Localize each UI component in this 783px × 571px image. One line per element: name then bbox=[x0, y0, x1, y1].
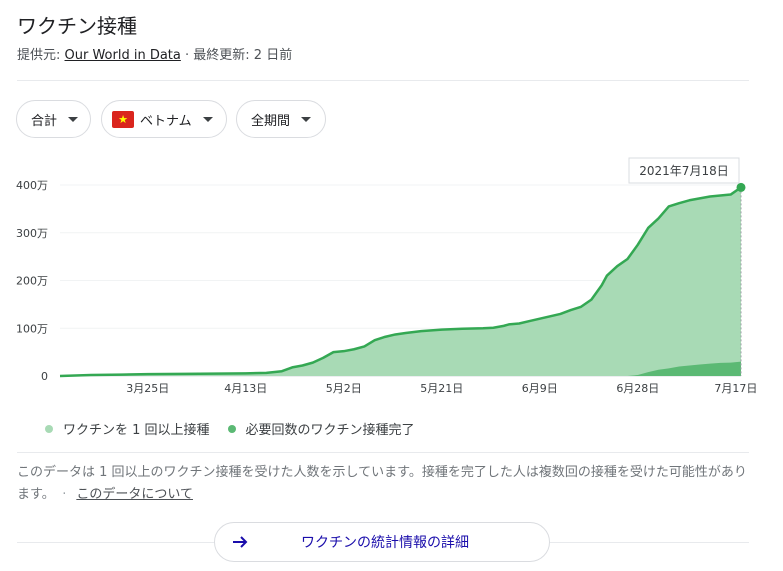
y-tick-label: 200万 bbox=[16, 275, 48, 288]
vaccination-chart[interactable]: 0 100万 200万 300万 400万 2021年7月18日 3月25日 4月13日 5月2… bbox=[0, 150, 783, 405]
y-tick-label: 300万 bbox=[16, 227, 48, 240]
more-statistics-label: ワクチンの統計情報の詳細 bbox=[301, 535, 469, 551]
more-statistics-button[interactable]: ワクチンの統計情報の詳細 bbox=[214, 522, 550, 562]
metric-label: 合計 bbox=[31, 113, 58, 129]
series-line-first-dose bbox=[59, 186, 742, 378]
y-tick-label: 100万 bbox=[16, 322, 48, 335]
x-tick-label: 3月25日 bbox=[126, 382, 169, 395]
legend-label-first-dose: ワクチンを 1 回以上接種 bbox=[63, 423, 210, 438]
source-line: 提供元: Our World in Data · 最終更新: 2 日前 bbox=[17, 44, 292, 63]
y-tick-label: 400万 bbox=[16, 179, 48, 192]
x-tick-label: 4月13日 bbox=[224, 382, 267, 395]
legend-item-fully-vaccinated: 必要回数のワクチン接種完了 bbox=[227, 419, 415, 438]
legend-dot-fully-vaccinated bbox=[227, 424, 236, 433]
header-divider bbox=[17, 80, 749, 81]
chevron-down-icon bbox=[68, 116, 79, 122]
legend-divider bbox=[17, 452, 749, 453]
period-dropdown[interactable]: 全期間 bbox=[236, 100, 326, 138]
vietnam-flag-icon: ★ bbox=[112, 110, 134, 128]
legend-dot-first-dose bbox=[45, 424, 53, 433]
x-tick-label: 7月17日 bbox=[714, 382, 757, 395]
source-link[interactable]: Our World in Data bbox=[64, 48, 181, 63]
data-note: このデータは 1 回以上のワクチン接種を受けた人数を示しています。接種を完了した… bbox=[17, 462, 757, 506]
x-tick-label: 6月28日 bbox=[616, 382, 659, 395]
metric-dropdown[interactable]: 合計 bbox=[16, 100, 91, 138]
page-title: ワクチン接種 bbox=[17, 14, 137, 38]
arrow-right-icon bbox=[233, 536, 248, 548]
legend-item-first-dose: ワクチンを 1 回以上接種 bbox=[45, 419, 210, 438]
data-point-latest bbox=[736, 182, 746, 192]
chevron-down-icon bbox=[202, 116, 213, 122]
chevron-down-icon bbox=[301, 116, 312, 122]
period-label: 全期間 bbox=[251, 113, 291, 129]
series-area-fully-vaccinated bbox=[60, 361, 741, 376]
note-text: このデータは 1 回以上のワクチン接種を受けた人数を示しています。接種を完了した… bbox=[17, 465, 747, 502]
tooltip-box bbox=[628, 157, 740, 184]
series-area-first-dose bbox=[60, 187, 741, 376]
y-tick-label: 0 bbox=[41, 370, 48, 383]
x-tick-label: 5月21日 bbox=[420, 382, 463, 395]
legend-label-fully-vaccinated: 必要回数のワクチン接種完了 bbox=[245, 423, 415, 438]
x-tick-label: 5月2日 bbox=[326, 382, 362, 395]
x-tick-label: 6月9日 bbox=[522, 382, 558, 395]
country-dropdown[interactable]: ★ ベトナム bbox=[101, 100, 227, 138]
chart-legend: ワクチンを 1 回以上接種 必要回数のワクチン接種完了 bbox=[45, 419, 433, 438]
tooltip-date: 2021年7月18日 bbox=[639, 164, 728, 178]
about-data-link[interactable]: このデータについて bbox=[76, 487, 193, 502]
last-updated: · 最終更新: 2 日前 bbox=[180, 48, 293, 63]
country-label: ベトナム bbox=[140, 113, 192, 129]
note-separator: · bbox=[62, 487, 67, 502]
source-prefix: 提供元: bbox=[17, 48, 65, 63]
